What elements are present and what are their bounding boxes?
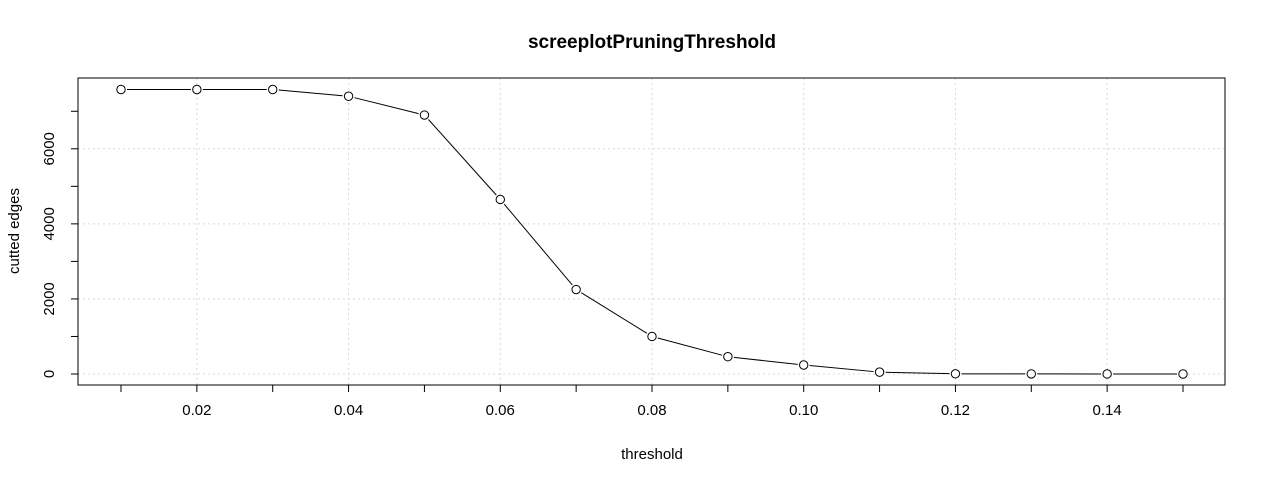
y-tick-label: 4000: [41, 207, 58, 240]
data-point-14: [1179, 370, 1187, 378]
data-point-6: [572, 285, 580, 293]
series-segment-10: [886, 372, 950, 373]
y-tick-label: 6000: [41, 132, 58, 165]
series-segment-9: [810, 366, 874, 372]
y-tick-label: 0: [41, 370, 58, 378]
series-segment-8: [734, 357, 798, 364]
data-point-0: [117, 85, 125, 93]
data-point-11: [951, 370, 959, 378]
data-point-10: [875, 368, 883, 376]
series-segment-3: [354, 98, 418, 114]
data-point-4: [420, 111, 428, 119]
data-point-3: [344, 92, 352, 100]
x-tick-label: 0.04: [334, 402, 363, 419]
series-segment-5: [504, 204, 572, 285]
x-axis: 0.02 0.04 0.06 0.08 0.10 0.12 0.14: [121, 385, 1183, 419]
x-tick-label: 0.12: [941, 402, 970, 419]
data-point-5: [496, 195, 504, 203]
x-tick-label: 0.02: [182, 402, 211, 419]
series-segment-2: [279, 90, 343, 96]
series-segment-7: [658, 338, 722, 355]
x-tick-label: 0.06: [486, 402, 515, 419]
data-point-12: [1027, 370, 1035, 378]
y-tick-label: 2000: [41, 282, 58, 315]
x-tick-label: 0.10: [789, 402, 818, 419]
data-point-2: [269, 85, 277, 93]
data-point-1: [193, 85, 201, 93]
data-point-9: [800, 361, 808, 369]
y-axis-label: cutted edges: [6, 188, 23, 274]
y-axis: 0 2000 4000 6000: [41, 90, 78, 379]
x-axis-label: threshold: [621, 446, 683, 463]
chart-title: screeplotPruningThreshold: [528, 32, 776, 53]
data-point-13: [1103, 370, 1111, 378]
series-segment-4: [428, 119, 496, 195]
x-tick-label: 0.08: [637, 402, 666, 419]
x-tick-label: 0.14: [1093, 402, 1122, 419]
data-point-7: [648, 332, 656, 340]
data-point-8: [724, 353, 732, 361]
